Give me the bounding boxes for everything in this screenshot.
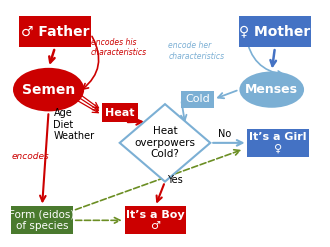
Ellipse shape: [13, 68, 84, 111]
Text: Yes: Yes: [167, 175, 182, 185]
Text: ♀ Mother: ♀ Mother: [239, 24, 311, 39]
FancyBboxPatch shape: [248, 129, 309, 157]
FancyBboxPatch shape: [124, 206, 186, 234]
Text: It’s a Girl
♀: It’s a Girl ♀: [249, 132, 307, 154]
Text: Menses: Menses: [245, 83, 298, 96]
FancyBboxPatch shape: [181, 91, 214, 108]
Text: No: No: [218, 129, 232, 139]
Text: Form (eidos)
of species: Form (eidos) of species: [10, 209, 75, 231]
Text: Heat: Heat: [105, 108, 134, 118]
FancyBboxPatch shape: [11, 206, 73, 234]
Text: Semen: Semen: [22, 82, 75, 97]
Text: encodes his
characteristics: encodes his characteristics: [91, 38, 147, 57]
Text: encodes: encodes: [11, 152, 49, 161]
Text: Heat
overpowers
Cold?: Heat overpowers Cold?: [135, 126, 195, 160]
FancyBboxPatch shape: [19, 16, 91, 47]
Text: Age
Diet
Weather: Age Diet Weather: [53, 108, 95, 141]
FancyBboxPatch shape: [239, 16, 311, 47]
Text: Cold: Cold: [185, 94, 210, 104]
Ellipse shape: [239, 71, 304, 108]
FancyBboxPatch shape: [102, 103, 138, 122]
Polygon shape: [120, 104, 210, 182]
Text: encode her
characteristics: encode her characteristics: [168, 41, 224, 61]
Text: ♂ Father: ♂ Father: [21, 24, 89, 39]
Text: It’s a Boy
♂: It’s a Boy ♂: [126, 209, 184, 231]
